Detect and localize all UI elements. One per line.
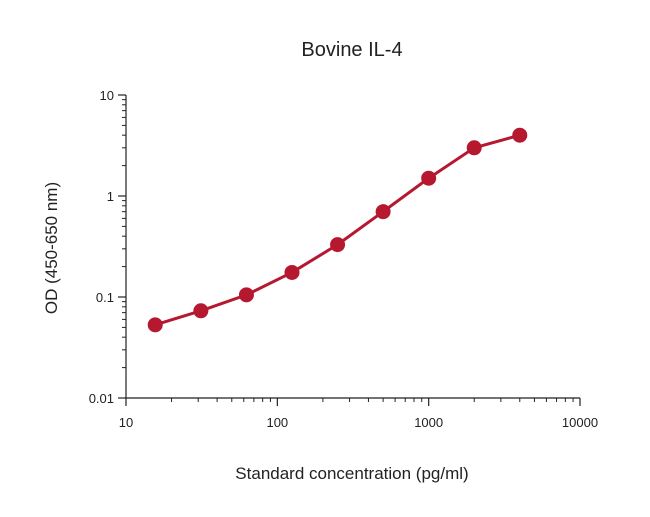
- data-point: [466, 140, 482, 156]
- y-ticks: 0.01 0.1 1 10: [89, 88, 126, 406]
- x-tick-label: 100: [266, 415, 288, 430]
- y-tick-label: 10: [100, 88, 114, 103]
- data-point: [284, 264, 300, 280]
- axes: [125, 95, 580, 399]
- x-tick-label: 10000: [562, 415, 598, 430]
- data-point: [193, 303, 209, 319]
- data-point: [147, 317, 163, 333]
- x-ticks: 10 100 1000 10000: [119, 398, 598, 430]
- series-line: [153, 133, 522, 327]
- data-point: [375, 204, 391, 220]
- data-point: [421, 170, 437, 186]
- y-tick-label: 1: [107, 189, 114, 204]
- y-tick-label: 0.01: [89, 391, 114, 406]
- series-layer: [147, 127, 528, 333]
- data-point: [512, 127, 528, 143]
- data-point: [238, 287, 254, 303]
- y-axis-label: OD (450-650 nm): [42, 182, 61, 314]
- data-point: [330, 237, 346, 253]
- x-axis-label: Standard concentration (pg/ml): [235, 464, 468, 483]
- x-tick-label: 10: [119, 415, 133, 430]
- x-tick-label: 1000: [414, 415, 443, 430]
- chart-title: Bovine IL-4: [301, 39, 402, 61]
- y-tick-label: 0.1: [96, 290, 114, 305]
